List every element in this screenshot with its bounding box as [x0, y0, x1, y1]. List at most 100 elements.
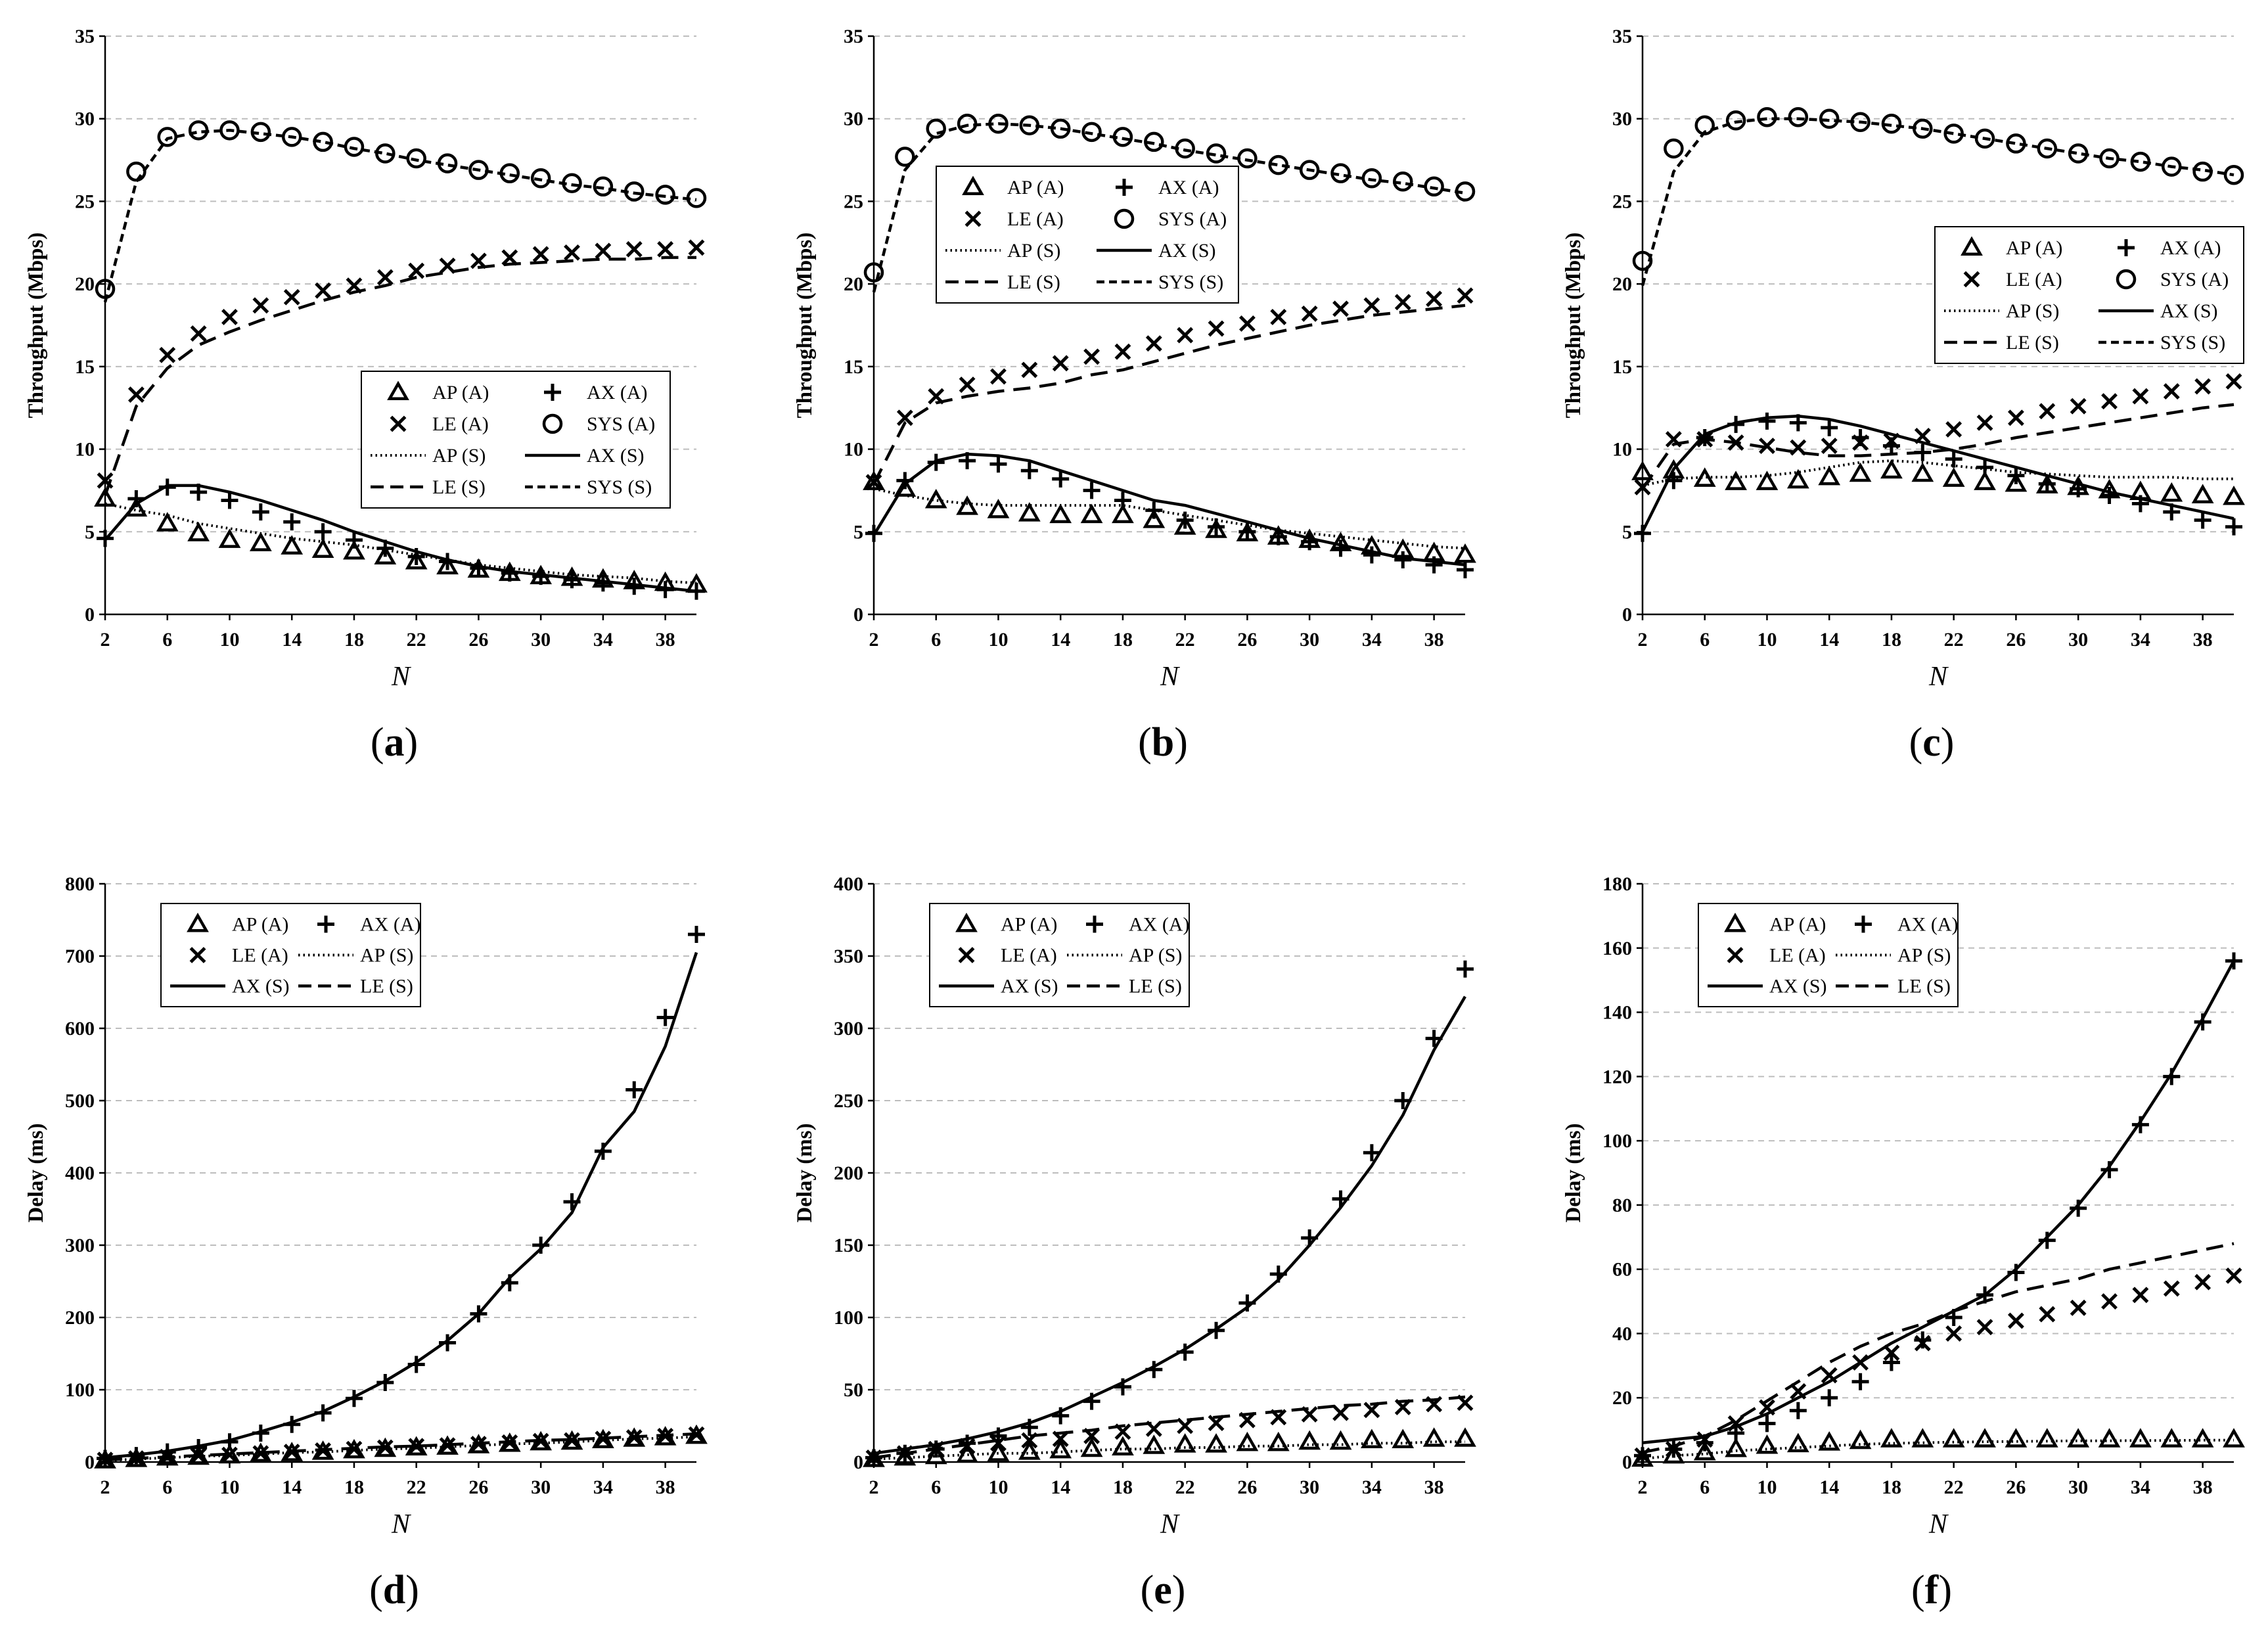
legend-marker	[1116, 179, 1133, 196]
y-tick-label: 5	[1622, 521, 1632, 543]
data-point-le-a	[1145, 1420, 1162, 1437]
data-point-sys-a	[1788, 106, 1809, 127]
legend-label: AX (A)	[1129, 914, 1189, 936]
data-point-le-a	[252, 297, 269, 314]
data-point-ax-a	[656, 1009, 674, 1026]
x-tick-label: 2	[869, 1476, 879, 1498]
data-point-ax-a	[1020, 462, 1038, 480]
legend-item-ap-s: AP (S)	[1836, 945, 1951, 967]
legend-label: LE (S)	[2006, 332, 2059, 354]
legend: AP (A) AX (A) LE (A) SYS (A) AP (S) AX (S) LE …	[1934, 226, 2244, 364]
data-point-ap-a	[1112, 503, 1134, 524]
data-point-le-a	[990, 368, 1007, 385]
legend-item-ap-a: AP (A)	[962, 175, 1064, 198]
data-point-le-a	[1021, 361, 1038, 378]
y-tick-label: 25	[1612, 191, 1632, 212]
y-tick-label: 100	[1602, 1130, 1632, 1152]
y-tick-label: 60	[1612, 1259, 1632, 1281]
series-line-sys-s	[103, 129, 697, 303]
data-point-sys-a	[2223, 164, 2244, 185]
data-point-ap-a	[1849, 1429, 1872, 1450]
data-point-le-a	[2225, 373, 2242, 390]
data-point-le-a	[1363, 1402, 1380, 1419]
data-point-le-a	[252, 1445, 269, 1462]
data-point-sys-a	[2162, 156, 2182, 177]
data-point-ax-a	[2007, 1264, 2025, 1281]
legend-marker	[1855, 915, 1872, 933]
data-point-ax-a	[1363, 546, 1380, 564]
data-point-ap-a	[1942, 467, 1965, 487]
data-point-ap-a	[1173, 515, 1196, 535]
data-point-ax-a	[345, 531, 363, 549]
legend-marker	[1963, 271, 1980, 288]
data-point-le-a	[315, 1442, 332, 1459]
data-point-ax-a	[1083, 1392, 1100, 1410]
data-point-sys-a	[1330, 163, 1351, 183]
data-point-ap-a	[343, 539, 365, 560]
y-tick-label: 80	[1612, 1195, 1632, 1216]
y-tick-label: 150	[834, 1235, 863, 1256]
data-point-le-a	[959, 377, 976, 393]
legend-marker	[189, 947, 206, 963]
data-point-le-a	[2132, 1287, 2149, 1304]
data-point-le-a	[1852, 1354, 1869, 1371]
data-point-le-a	[159, 1448, 176, 1465]
series-line-ap-s	[1642, 459, 2234, 487]
legend-label: LE (S)	[1897, 976, 1951, 997]
legend-box	[160, 903, 421, 1007]
data-point-le-a	[1883, 432, 1900, 449]
data-point-le-a	[439, 258, 456, 274]
data-point-ap-a	[654, 1426, 677, 1446]
legend-label: SYS (S)	[587, 476, 652, 498]
data-point-ax-a	[1332, 539, 1349, 557]
legend-label: LE (A)	[1769, 945, 1826, 967]
legend-box	[936, 166, 1239, 304]
data-point-le-a	[315, 282, 332, 299]
data-point-le-a	[1821, 438, 1838, 454]
legend-label: LE (S)	[1007, 271, 1060, 293]
y-tick-label: 160	[1602, 938, 1632, 959]
data-point-le-a	[1914, 428, 1931, 444]
data-point-le-a	[532, 246, 549, 263]
panel-caption-d: (d)	[369, 1568, 419, 1612]
legend-marker	[2116, 269, 2137, 290]
data-point-ax-a	[1634, 524, 1651, 542]
legend-label: LE (S)	[1129, 976, 1182, 997]
legend-marker	[1727, 947, 1744, 963]
data-point-sys-a	[2192, 161, 2213, 182]
data-point-sys-a	[406, 148, 426, 169]
data-point-ap-a	[467, 1434, 490, 1453]
data-point-ax-a	[865, 524, 882, 542]
legend-marker	[955, 912, 978, 932]
legend-marker	[1961, 236, 1983, 256]
data-point-sys-a	[375, 143, 396, 164]
x-tick-label: 38	[1424, 1476, 1444, 1498]
data-point-le-a	[1634, 478, 1651, 495]
data-point-ax-a	[1727, 1425, 1745, 1442]
legend-label: AX (S)	[1158, 240, 1216, 262]
data-point-le-a	[1363, 297, 1380, 314]
data-point-le-a	[1426, 1396, 1443, 1413]
data-point-le-a	[1083, 348, 1100, 365]
series-markers-ax-a	[97, 926, 705, 1467]
data-point-le-a	[1177, 327, 1194, 344]
legend-label: LE (A)	[1001, 945, 1057, 967]
data-point-le-a	[1083, 1427, 1100, 1444]
data-point-ax-a	[594, 1143, 612, 1160]
legend-marker	[958, 947, 975, 963]
legend-label: AP (A)	[1769, 914, 1826, 936]
x-tick-label: 22	[407, 1476, 426, 1498]
y-tick-label: 15	[75, 356, 95, 378]
data-point-le-a	[1634, 1447, 1651, 1464]
panel-caption-a: (a)	[370, 720, 419, 765]
series-markers-sys-a	[95, 120, 707, 299]
data-point-le-a	[896, 1445, 913, 1462]
x-tick-label: 38	[656, 629, 675, 651]
data-point-ax-a	[1821, 1389, 1838, 1407]
x-axis-title: N	[1160, 662, 1180, 692]
series-line-ax-s	[1642, 960, 2235, 1444]
data-point-le-a	[127, 1450, 145, 1467]
legend-box	[361, 371, 671, 509]
